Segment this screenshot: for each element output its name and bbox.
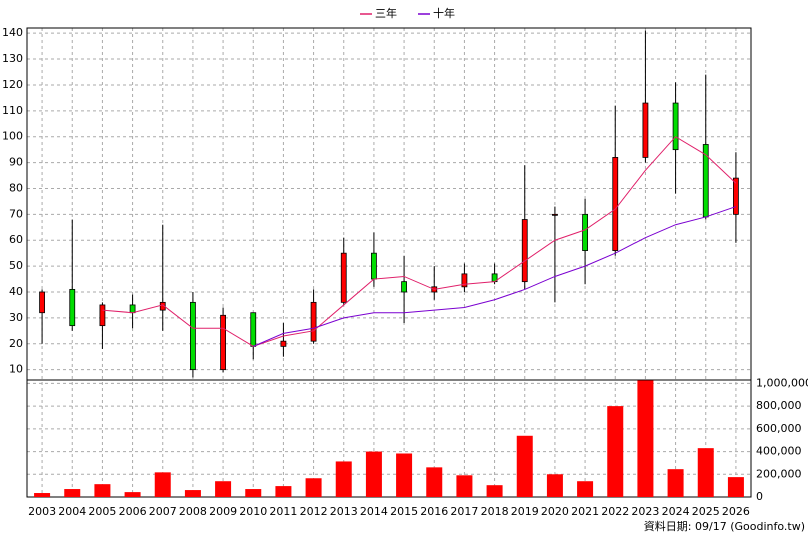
candle-body	[612, 157, 619, 251]
candle-body	[250, 312, 257, 347]
volume-bar	[275, 486, 292, 497]
volume-bar	[607, 406, 624, 497]
y2-tick-label: 800,000	[756, 399, 802, 412]
x-tick-label: 2006	[119, 505, 147, 518]
x-tick-label: 2026	[722, 505, 750, 518]
ma-line	[102, 136, 737, 347]
x-tick-label: 2013	[330, 505, 358, 518]
x-tick-label: 2007	[149, 505, 177, 518]
volume-bar	[335, 461, 352, 497]
volume-bar	[94, 484, 111, 497]
y-tick-label: 10	[9, 363, 23, 376]
y-tick-label: 80	[9, 181, 23, 194]
volume-bar	[215, 481, 232, 497]
volume-bar	[577, 481, 594, 497]
y2-tick-label: 600,000	[756, 422, 802, 435]
candle-body	[99, 304, 106, 327]
y-tick-label: 110	[2, 104, 23, 117]
volume-bar	[426, 467, 443, 497]
x-tick-label: 2023	[631, 505, 659, 518]
x-tick-label: 2011	[269, 505, 297, 518]
y2-tick-label: 0	[756, 490, 763, 503]
volume-bar	[396, 453, 413, 497]
candle-body	[190, 301, 196, 371]
candle-body	[733, 177, 739, 215]
x-tick-label: 2014	[360, 505, 388, 518]
candle-body	[642, 102, 649, 158]
volume-panel-frame	[26, 379, 752, 498]
volume-bar	[365, 451, 382, 497]
y2-tick-label: 200,000	[756, 467, 802, 480]
x-tick-label: 2010	[239, 505, 267, 518]
x-tick-label: 2020	[541, 505, 569, 518]
x-tick-label: 2024	[662, 505, 690, 518]
candle-body	[220, 314, 226, 371]
volume-bar	[637, 380, 654, 497]
y-tick-label: 70	[9, 207, 23, 220]
x-tick-label: 2016	[420, 505, 448, 518]
legend-label: 三年	[375, 6, 397, 20]
y-tick-label: 90	[9, 156, 23, 169]
volume-bar	[245, 489, 262, 497]
candle-body	[521, 219, 528, 283]
candle-body	[582, 213, 588, 251]
volume-bar	[697, 448, 714, 497]
x-tick-label: 2005	[88, 505, 116, 518]
x-tick-label: 2003	[28, 505, 56, 518]
y-tick-label: 40	[9, 285, 23, 298]
x-tick-label: 2008	[179, 505, 207, 518]
x-tick-label: 2009	[209, 505, 237, 518]
legend-label: 十年	[433, 6, 455, 20]
candle-body	[461, 273, 468, 288]
x-tick-label: 2019	[511, 505, 539, 518]
x-tick-label: 2004	[58, 505, 86, 518]
candle-body	[310, 301, 317, 342]
candle-body	[129, 304, 136, 314]
volume-bar	[546, 474, 563, 497]
y2-tick-label: 1,000,000	[756, 376, 808, 389]
volume-bar	[456, 475, 473, 497]
candle-body	[280, 340, 287, 347]
x-tick-label: 2017	[450, 505, 478, 518]
candle-body	[69, 289, 76, 327]
ma-line	[253, 206, 737, 347]
x-tick-label: 2018	[481, 505, 509, 518]
volume-bar	[486, 485, 503, 497]
y-tick-label: 60	[9, 233, 23, 246]
source-note: 資料日期: 09/17 (Goodinfo.tw)	[644, 519, 805, 533]
y-tick-label: 30	[9, 311, 23, 324]
candle-body	[159, 301, 166, 311]
y-tick-label: 120	[2, 78, 23, 91]
x-tick-label: 2015	[390, 505, 418, 518]
x-tick-label: 2012	[300, 505, 328, 518]
volume-bar	[154, 472, 171, 497]
volume-bar	[516, 435, 533, 497]
volume-bar	[727, 477, 744, 497]
candle-body	[401, 281, 407, 293]
y-tick-label: 20	[9, 337, 23, 350]
x-tick-label: 2025	[692, 505, 720, 518]
candle-body	[552, 213, 558, 216]
volume-bar	[124, 492, 141, 497]
y-tick-label: 130	[2, 52, 23, 65]
volume-bar	[64, 489, 81, 497]
candle-body	[39, 291, 45, 314]
volume-bar	[184, 490, 201, 497]
y-tick-label: 50	[9, 259, 23, 272]
candle-body	[340, 252, 347, 303]
y-tick-label: 100	[2, 130, 23, 143]
candle-body	[672, 102, 679, 151]
candle-body	[371, 252, 377, 280]
x-tick-label: 2022	[601, 505, 629, 518]
volume-bar	[34, 493, 51, 497]
volume-bar	[305, 478, 322, 497]
x-tick-label: 2021	[571, 505, 599, 518]
y2-tick-label: 400,000	[756, 445, 802, 458]
volume-bar	[667, 469, 684, 497]
y-tick-label: 140	[2, 26, 23, 39]
